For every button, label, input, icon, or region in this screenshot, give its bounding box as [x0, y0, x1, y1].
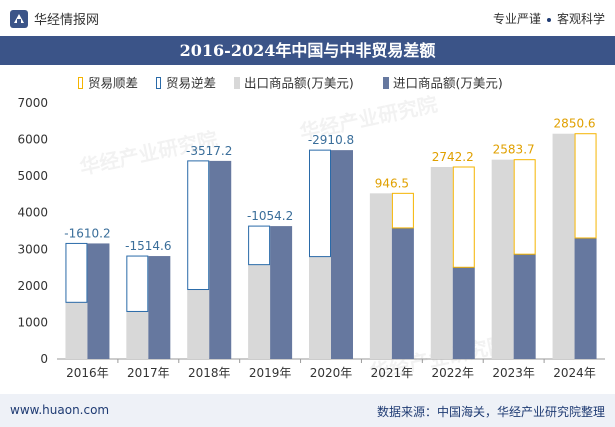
footer-source: 数据来源：中国海关，华经产业研究院整理: [376, 405, 605, 419]
import-bar: [209, 160, 232, 359]
y-tick-label: 4000: [17, 206, 48, 220]
deficit-bracket: [65, 242, 88, 303]
legend-item: 进口商品额(万美元): [383, 76, 503, 91]
legend-item: 贸易逆差: [156, 76, 216, 91]
trade-balance-chart: 华经产业研究院华经产业研究院华经产业研究院0100020003000400050…: [17, 76, 605, 384]
import-bar: [270, 226, 293, 359]
y-tick-label: 2000: [17, 279, 48, 293]
balance-value-label: 2583.7: [493, 143, 535, 157]
x-category-label: 2024年: [553, 366, 596, 380]
export-bar: [491, 159, 514, 359]
legend-label: 贸易逆差: [166, 76, 216, 91]
balance-value-label: 946.5: [375, 176, 409, 190]
legend-item: 出口商品额(万美元): [234, 76, 354, 91]
legend-label: 出口商品额(万美元): [244, 76, 354, 91]
balance-value-label: -1054.2: [247, 209, 293, 223]
balance-value-label: -2910.8: [308, 133, 354, 147]
export-bar: [187, 289, 210, 359]
y-tick-label: 5000: [17, 169, 48, 183]
tagline-left: 专业严谨: [492, 12, 541, 26]
legend-swatch: [234, 77, 240, 89]
x-category-label: 2021年: [371, 366, 414, 380]
legend-swatch: [78, 77, 83, 89]
brand[interactable]: 华经情报网: [10, 9, 99, 28]
import-bar: [391, 227, 414, 359]
balance-value-label: 2742.2: [432, 150, 474, 164]
y-tick-label: 6000: [17, 133, 48, 147]
export-bar: [369, 193, 392, 359]
import-bar: [148, 256, 171, 359]
deficit-bracket: [248, 225, 271, 266]
x-category-label: 2022年: [432, 366, 475, 380]
balance-value-label: 2850.6: [554, 117, 596, 131]
brand-name: 华经情报网: [34, 13, 100, 28]
import-bar: [513, 254, 536, 359]
export-bar: [309, 256, 331, 359]
export-bar: [430, 167, 453, 359]
legend-item: 贸易顺差: [78, 76, 138, 91]
footer-url[interactable]: www.huaon.com: [10, 403, 110, 417]
y-tick-label: 7000: [17, 96, 48, 110]
deficit-bracket: [187, 160, 210, 291]
surplus-bracket: [513, 159, 536, 255]
export-bar: [248, 264, 271, 359]
balance-value-label: -3517.2: [186, 144, 232, 158]
import-bar: [87, 243, 110, 359]
legend-swatch: [156, 77, 161, 89]
top-bar: 华经情报网 专业严谨 客观科学: [0, 0, 615, 36]
x-category-label: 2020年: [310, 366, 353, 380]
tagline-right: 客观科学: [556, 12, 605, 26]
balance-value-label: -1610.2: [64, 226, 110, 240]
balance-value-label: -1514.6: [125, 239, 171, 253]
export-bar: [552, 133, 575, 359]
x-category-label: 2017年: [127, 366, 170, 380]
y-tick-label: 0: [40, 352, 48, 366]
footer: www.huaon.com 数据来源：中国海关，华经产业研究院整理: [0, 394, 615, 427]
import-bar: [331, 150, 353, 359]
deficit-bracket: [309, 149, 331, 258]
chart-title: 2016-2024年中国与中非贸易差额: [0, 36, 615, 65]
import-bar: [574, 237, 597, 359]
x-category-label: 2018年: [188, 366, 231, 380]
y-tick-label: 1000: [17, 315, 48, 329]
separator-dot-icon: [546, 17, 551, 22]
surplus-bracket: [452, 166, 475, 268]
x-category-label: 2023年: [492, 366, 535, 380]
export-bar: [65, 302, 88, 359]
legend-swatch: [383, 77, 389, 89]
tagline: 专业严谨 客观科学: [493, 10, 605, 27]
legend-label: 进口商品额(万美元): [393, 76, 503, 91]
huajing-logo-icon: [10, 9, 28, 28]
x-category-label: 2019年: [249, 366, 292, 380]
import-bar: [452, 267, 475, 359]
deficit-bracket: [126, 255, 149, 312]
surplus-bracket: [391, 192, 414, 229]
legend-label: 贸易顺差: [88, 76, 138, 91]
export-bar: [126, 311, 149, 359]
x-category-label: 2016年: [66, 366, 109, 380]
surplus-bracket: [574, 133, 597, 239]
y-tick-label: 3000: [17, 242, 48, 256]
